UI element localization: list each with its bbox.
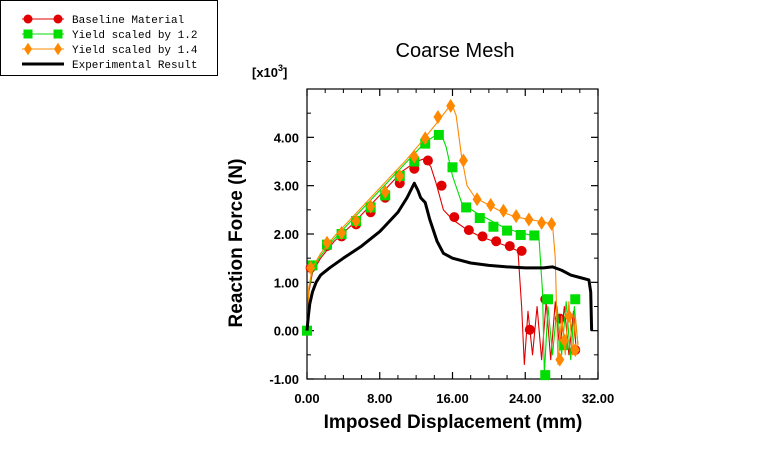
data-point [555, 352, 565, 367]
data-point [477, 231, 488, 242]
data-point [564, 309, 574, 324]
data-point [486, 198, 496, 212]
data-point [515, 229, 526, 240]
y-tick-label: 4.00 [274, 130, 299, 145]
data-point [420, 131, 430, 146]
x-tick-label: 0.00 [294, 391, 319, 406]
y-multiplier-label: [x103] [252, 63, 287, 80]
x-tick-label: 16.00 [436, 391, 469, 406]
y-tick-label: 2.00 [274, 227, 299, 242]
series-yield-scaled-by-1-4 [306, 98, 580, 367]
data-point [351, 213, 361, 228]
data-point [570, 343, 580, 357]
x-axis-title: Imposed Displacement (mm) [324, 412, 583, 433]
plot-area [302, 98, 594, 381]
chart-title: Coarse Mesh [396, 40, 515, 62]
data-point [516, 245, 527, 256]
data-point [449, 212, 460, 223]
legend-label: Experimental Result [72, 60, 197, 72]
legend-item: Baseline Material [22, 14, 184, 27]
y-tick-label: -1.00 [269, 372, 299, 387]
legend-marker [23, 29, 33, 39]
data-point [433, 129, 444, 140]
y-axis-title: Reaction Force (N) [226, 159, 247, 328]
legend-marker [53, 29, 63, 39]
legend-label: Yield scaled by 1.2 [72, 30, 197, 42]
data-point [422, 155, 433, 166]
legend-item: Yield scaled by 1.2 [22, 29, 197, 42]
legend-label: Yield scaled by 1.4 [72, 45, 198, 57]
y-tick-label: 0.00 [274, 324, 299, 339]
data-point [537, 215, 547, 230]
data-point [504, 241, 515, 252]
x-tick-label: 24.00 [509, 391, 542, 406]
data-point [433, 110, 443, 125]
legend-label: Baseline Material [72, 15, 184, 27]
data-point [366, 199, 376, 214]
data-point [322, 235, 332, 250]
legend-marker [53, 42, 63, 56]
data-point [542, 294, 553, 305]
series-baseline-material [305, 155, 581, 366]
y-tick-label: 1.00 [274, 275, 299, 290]
series-experimental-result [305, 181, 594, 331]
data-point [395, 169, 405, 183]
data-point [524, 212, 534, 227]
series-line [306, 105, 579, 366]
data-point [409, 149, 419, 164]
data-point [447, 162, 458, 173]
data-point [511, 209, 521, 224]
data-point [380, 184, 390, 199]
y-multiplier-close: ] [283, 65, 287, 80]
data-point [463, 225, 474, 236]
data-point [436, 180, 447, 191]
series-yield-scaled-by-1-2 [302, 129, 581, 381]
data-point [474, 213, 485, 224]
y-tick-label: 3.00 [274, 179, 299, 194]
data-point [491, 236, 502, 247]
data-point [458, 153, 468, 168]
data-point [502, 225, 513, 236]
data-point [472, 192, 482, 207]
data-point [559, 333, 569, 348]
data-point [540, 370, 551, 381]
data-point [488, 221, 499, 232]
y-axis: -1.00 0.00 1.00 2.00 3.00 4.00 [269, 112, 598, 387]
legend-marker [23, 42, 33, 56]
x-tick-label: 32.00 [582, 391, 615, 406]
data-point [547, 216, 557, 231]
x-axis: 0.00 8.00 16.00 24.00 32.00 [294, 89, 614, 406]
data-point [498, 203, 508, 218]
data-point [524, 324, 535, 335]
data-point [337, 226, 347, 241]
data-point [461, 202, 472, 213]
legend-item: Yield scaled by 1.4 [22, 42, 198, 57]
y-multiplier-exponent: 3 [278, 63, 283, 73]
data-point [446, 98, 456, 113]
legend-marker [53, 14, 63, 24]
legend: Baseline Material Yield scaled by 1.2 Yiel… [0, 0, 218, 76]
legend-item: Experimental Result [22, 60, 197, 72]
y-multiplier-base: [x10 [252, 65, 278, 80]
x-tick-label: 8.00 [367, 391, 392, 406]
legend-marker [23, 14, 33, 24]
data-point [529, 230, 540, 241]
data-point [306, 260, 316, 275]
series-line [305, 181, 594, 331]
data-point [570, 294, 581, 305]
